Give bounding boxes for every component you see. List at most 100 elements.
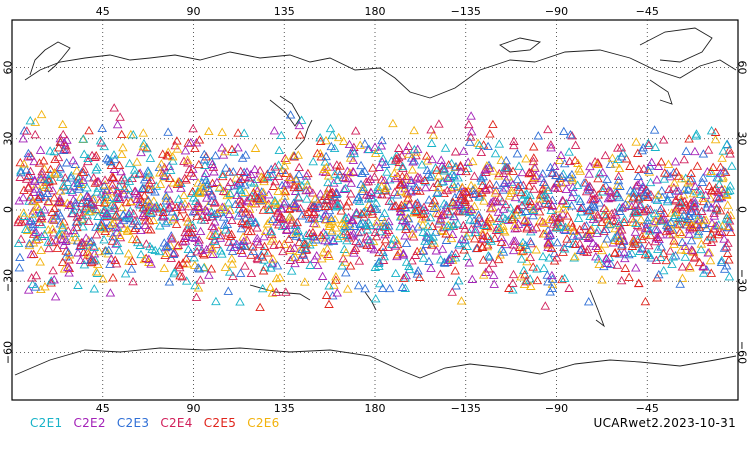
observation-triangle (597, 275, 607, 284)
observation-triangle (277, 213, 288, 222)
observation-triangle (217, 143, 227, 152)
observation-triangle (677, 262, 688, 271)
observation-triangle (722, 200, 733, 209)
observation-triangle (64, 268, 74, 277)
observation-triangle (430, 201, 440, 211)
observation-triangle (94, 246, 104, 256)
observation-triangle (664, 189, 675, 198)
observation-triangle (446, 233, 457, 243)
observation-triangle (717, 153, 727, 162)
observation-triangle (207, 244, 217, 253)
observation-triangle (598, 209, 609, 219)
observation-triangle (366, 188, 376, 197)
observation-triangle (107, 199, 117, 209)
observation-triangle (585, 211, 595, 220)
observation-triangle (610, 216, 620, 225)
longitude-tick-label: −135 (450, 5, 481, 18)
observation-triangle (677, 173, 687, 183)
observation-triangle (684, 229, 694, 238)
observation-triangle (579, 178, 589, 187)
observation-triangle (181, 175, 191, 184)
observation-triangle (656, 216, 666, 225)
observation-triangle (215, 204, 226, 214)
observation-triangle (614, 218, 624, 227)
observation-triangle (671, 194, 681, 204)
observation-triangle (521, 153, 531, 163)
observation-triangle (159, 263, 170, 272)
observation-triangle (290, 224, 301, 234)
observation-triangle (498, 212, 508, 221)
observation-triangle (224, 209, 235, 219)
observation-triangle (234, 195, 245, 204)
observation-triangle (218, 169, 228, 179)
observation-triangle (202, 180, 212, 189)
observation-triangle (145, 153, 156, 162)
observation-triangle (24, 216, 35, 226)
observation-triangle (719, 234, 729, 243)
coastline-arctic-islands (499, 37, 542, 53)
observation-triangle (301, 244, 312, 254)
coastline-australia-south (249, 284, 311, 301)
observation-triangle (246, 268, 257, 278)
observation-triangle (709, 185, 720, 194)
observation-triangle (24, 238, 35, 248)
observation-triangle (180, 236, 191, 245)
observation-triangle (495, 192, 505, 202)
observation-triangle (351, 209, 362, 219)
observation-triangle (494, 224, 504, 234)
observation-triangle (88, 200, 98, 210)
observation-triangle (348, 167, 359, 176)
observation-triangle (461, 187, 472, 196)
observation-triangle (491, 180, 502, 189)
coastline-japan (294, 119, 313, 151)
observation-triangle (692, 186, 702, 196)
observation-triangle (324, 205, 335, 215)
observation-triangle (620, 263, 631, 272)
observation-triangle (259, 176, 269, 186)
observation-triangle (278, 246, 288, 256)
observation-triangle (612, 231, 623, 240)
observation-triangle (525, 252, 536, 262)
observation-triangle (26, 273, 37, 282)
observation-triangle (677, 229, 687, 239)
observation-triangle (648, 217, 659, 227)
observation-triangle (686, 213, 696, 223)
observation-triangle (538, 177, 549, 187)
observation-triangle (225, 231, 236, 240)
observation-triangle (78, 175, 88, 184)
observation-triangle (290, 186, 301, 195)
observation-triangle (451, 281, 461, 290)
observation-triangle (123, 248, 134, 258)
observation-triangle (36, 207, 46, 217)
observation-triangle (326, 213, 336, 222)
observation-triangle (445, 209, 455, 218)
observation-triangle (351, 207, 362, 217)
observation-triangle (266, 263, 276, 272)
observation-triangle (172, 136, 182, 145)
observation-triangle (124, 158, 135, 168)
observation-triangle (317, 253, 327, 263)
observation-triangle (570, 140, 581, 149)
observation-triangle (48, 265, 58, 275)
observation-triangle (22, 225, 33, 234)
observation-triangle (294, 169, 304, 179)
observation-triangle (686, 173, 697, 183)
observation-triangle (308, 156, 318, 166)
observation-triangle (99, 181, 109, 190)
observation-triangle (498, 247, 509, 256)
observation-triangle (396, 207, 406, 216)
observation-triangle (557, 274, 567, 284)
observation-triangle (346, 178, 356, 187)
observation-triangle (340, 183, 351, 192)
observation-triangle (619, 217, 629, 226)
observation-triangle (195, 275, 206, 284)
observation-triangle (266, 226, 277, 236)
observation-triangle (433, 171, 444, 180)
observation-triangle (114, 181, 124, 191)
observation-triangle (228, 271, 238, 280)
observation-triangle (363, 234, 373, 244)
observation-triangle (709, 211, 720, 220)
observation-triangle (372, 216, 382, 226)
observation-triangle (488, 119, 498, 129)
observation-triangle (630, 227, 641, 236)
